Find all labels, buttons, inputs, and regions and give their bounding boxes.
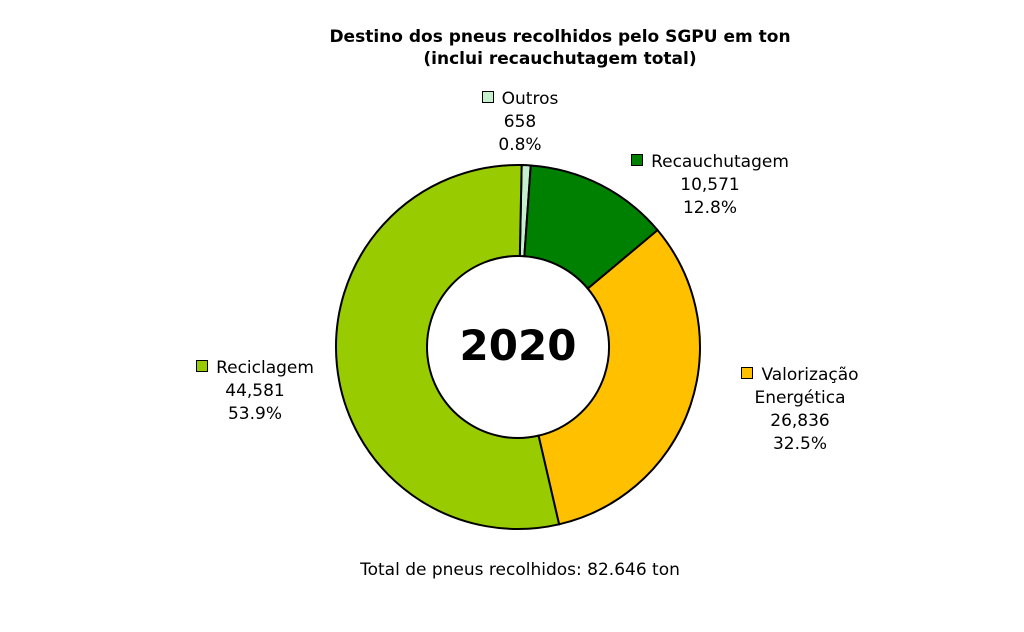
center-year-label: 2020: [459, 321, 577, 370]
chart-title: Destino dos pneus recolhidos pelo SGPU e…: [329, 27, 791, 47]
slice-name-line2: Energética: [754, 388, 846, 408]
total-note: Total de pneus recolhidos: 82.646 ton: [360, 560, 680, 580]
slice-name: Outros: [501, 89, 559, 109]
slice-label-reciclagem: Reciclagem 44,581 53.9%: [155, 357, 355, 426]
chart-subtitle: (inclui recauchutagem total): [423, 49, 697, 69]
slice-name: Reciclagem: [216, 358, 314, 378]
slice-percent: 12.8%: [682, 198, 737, 218]
legend-swatch-reciclagem: [196, 360, 209, 372]
slice-name: Recauchutagem: [651, 152, 789, 172]
slice-percent: 0.8%: [498, 135, 542, 155]
slice-percent: 53.9%: [227, 404, 282, 424]
slice-name-line1: Valorização: [761, 365, 859, 385]
legend-swatch-outros: [481, 91, 494, 103]
slice-value: 10,571: [680, 175, 740, 195]
slice-percent: 32.5%: [772, 434, 827, 454]
slice-label-outros: Outros 658 0.8%: [420, 88, 620, 157]
slice-value: 44,581: [225, 381, 285, 401]
slice-label-recauchutagem: Recauchutagem 10,571 12.8%: [600, 151, 820, 220]
slice-value: 658: [503, 112, 537, 132]
slice-value: 26,836: [770, 411, 830, 431]
donut-slice-reciclagem: [335, 164, 561, 530]
donut-slice-valorizacao: [537, 228, 701, 526]
legend-swatch-valorizacao: [741, 367, 754, 379]
slice-label-valorizacao-energetica: Valorização Energética 26,836 32.5%: [700, 364, 900, 456]
legend-swatch-recauchutagem: [631, 154, 644, 166]
